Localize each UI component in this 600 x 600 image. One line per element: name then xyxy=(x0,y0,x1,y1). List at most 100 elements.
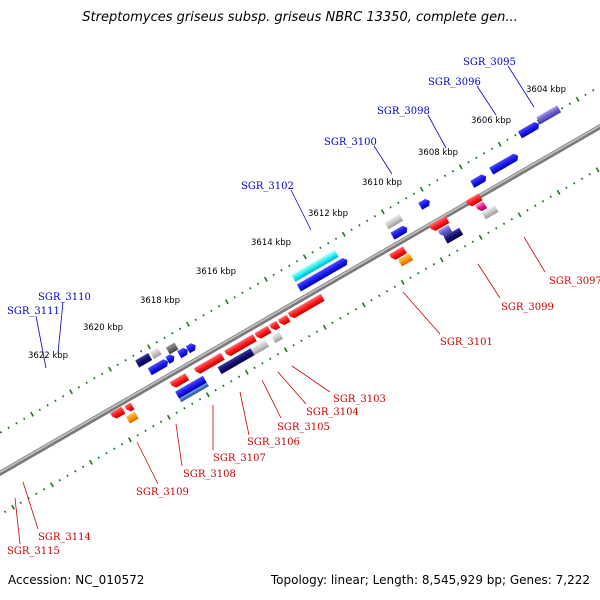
minor-tick xyxy=(354,308,358,311)
minor-tick xyxy=(534,204,537,208)
major-tick xyxy=(380,209,385,215)
minor-tick xyxy=(315,330,319,334)
minor-tick xyxy=(124,359,127,362)
major-tick xyxy=(224,299,229,305)
major-tick xyxy=(11,504,15,510)
minor-tick xyxy=(178,327,182,331)
minor-tick xyxy=(136,434,139,437)
gene-block xyxy=(269,320,281,331)
minor-tick xyxy=(175,411,178,415)
gene-block xyxy=(165,354,175,364)
gene-label: SGR_3111 xyxy=(7,306,60,317)
minor-tick xyxy=(54,399,57,403)
major-tick xyxy=(458,164,463,170)
gene-block xyxy=(169,373,190,388)
major-tick xyxy=(244,369,249,375)
minor-tick xyxy=(233,296,236,299)
minor-tick xyxy=(482,152,486,155)
tick-label: 3614 kbp xyxy=(251,238,291,248)
minor-tick xyxy=(350,228,353,232)
minor-tick xyxy=(97,456,100,460)
minor-tick xyxy=(81,465,85,469)
gene-label: SGR_3099 xyxy=(501,302,554,313)
minor-tick xyxy=(378,294,381,298)
gene-label: SGR_3102 xyxy=(241,181,294,192)
minor-tick xyxy=(487,231,490,235)
minor-tick xyxy=(463,245,467,248)
minor-tick xyxy=(490,147,494,151)
minor-tick xyxy=(120,443,124,446)
minor-tick xyxy=(105,452,108,455)
minor-tick xyxy=(183,407,186,410)
gene-block xyxy=(175,375,207,399)
minor-tick xyxy=(194,318,197,322)
minor-tick xyxy=(288,264,291,268)
major-tick xyxy=(166,414,171,420)
minor-tick xyxy=(467,161,470,164)
minor-tick xyxy=(339,317,342,320)
major-tick xyxy=(419,186,424,192)
gene-block xyxy=(149,347,162,359)
gene-block xyxy=(179,382,209,403)
minor-tick xyxy=(526,209,529,212)
major-tick xyxy=(400,279,405,285)
minor-tick xyxy=(346,312,350,316)
minor-tick xyxy=(514,134,517,137)
gene-label: SGR_3096 xyxy=(428,77,481,88)
major-tick xyxy=(439,257,444,263)
minor-tick xyxy=(66,474,69,478)
minor-tick xyxy=(101,372,104,376)
gene-label: SGR_3098 xyxy=(377,106,430,117)
major-tick xyxy=(322,324,327,330)
minor-tick xyxy=(432,263,436,266)
minor-tick xyxy=(568,102,572,106)
major-tick xyxy=(575,96,580,102)
gene-block xyxy=(481,204,499,220)
tick-dots-bottom xyxy=(3,167,600,514)
tick-label: 3606 kbp xyxy=(471,116,511,126)
gene-block xyxy=(296,258,348,292)
minor-tick xyxy=(159,420,163,424)
feature-blocks xyxy=(110,105,562,424)
minor-tick xyxy=(276,353,280,356)
minor-tick xyxy=(132,354,135,358)
minor-tick xyxy=(198,398,202,401)
major-tick xyxy=(30,411,34,417)
minor-tick xyxy=(409,276,412,280)
major-tick xyxy=(497,141,502,147)
tick-label: 3612 kbp xyxy=(308,209,348,219)
minor-tick xyxy=(404,197,408,200)
minor-tick xyxy=(19,501,22,505)
major-tick xyxy=(517,212,522,218)
gene-label: SGR_3107 xyxy=(213,453,266,464)
gene-label: SGR_3103 xyxy=(333,394,386,405)
gene-block xyxy=(277,314,291,326)
minor-tick xyxy=(366,219,369,223)
gene-block xyxy=(135,353,153,368)
gene-block xyxy=(271,331,284,344)
minor-tick xyxy=(475,156,478,160)
gene-label: SGR_3095 xyxy=(463,57,516,68)
minor-tick xyxy=(584,93,587,97)
minor-tick xyxy=(7,426,10,430)
tick-label: 3604 kbp xyxy=(526,85,566,95)
major-tick xyxy=(50,482,54,488)
major-tick xyxy=(185,321,190,327)
major-tick xyxy=(361,302,366,308)
gene-label: SGR_3106 xyxy=(247,437,300,448)
gene-block xyxy=(185,343,196,354)
minor-tick xyxy=(152,425,155,428)
major-tick xyxy=(341,231,346,237)
gene-block xyxy=(489,153,519,175)
gene-block xyxy=(397,253,414,267)
minor-tick xyxy=(327,242,330,245)
minor-tick xyxy=(222,384,225,388)
minor-tick xyxy=(3,510,7,514)
gene-block xyxy=(390,225,408,240)
minor-tick xyxy=(42,488,46,491)
minor-tick xyxy=(565,186,568,190)
minor-tick xyxy=(370,299,373,302)
minor-tick xyxy=(456,249,459,253)
major-tick xyxy=(478,234,483,240)
minor-tick xyxy=(412,192,416,196)
